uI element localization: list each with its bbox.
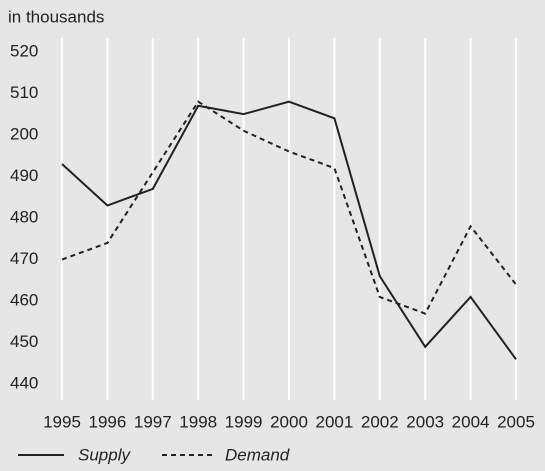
y-tick-label: 490 xyxy=(10,166,38,185)
chart-subtitle: in thousands xyxy=(8,7,104,26)
x-tick-label: 2001 xyxy=(315,412,353,431)
series-line xyxy=(61,100,517,315)
y-tick-label: 470 xyxy=(10,249,38,268)
legend-label: Supply xyxy=(78,445,131,464)
x-tick-label: 1998 xyxy=(179,412,217,431)
x-tick-label: 1999 xyxy=(225,412,263,431)
x-tick-label: 2003 xyxy=(406,412,444,431)
y-tick-label: 440 xyxy=(10,374,38,393)
series-line xyxy=(61,100,517,360)
x-tick-label: 2005 xyxy=(497,412,535,431)
y-tick-label: 460 xyxy=(10,291,38,310)
x-tick-label: 1997 xyxy=(134,412,172,431)
x-tick-label: 2000 xyxy=(270,412,308,431)
x-tick-label: 2004 xyxy=(452,412,490,431)
y-tick-label: 480 xyxy=(10,207,38,226)
x-tick-label: 1995 xyxy=(43,412,81,431)
legend-label: Demand xyxy=(225,445,290,464)
y-tick-label: 510 xyxy=(10,83,38,102)
y-tick-label: 450 xyxy=(10,332,38,351)
y-tick-label: 520 xyxy=(10,41,38,60)
x-tick-label: 2002 xyxy=(361,412,399,431)
x-tick-label: 1996 xyxy=(88,412,126,431)
y-tick-label: 200 xyxy=(10,124,38,143)
